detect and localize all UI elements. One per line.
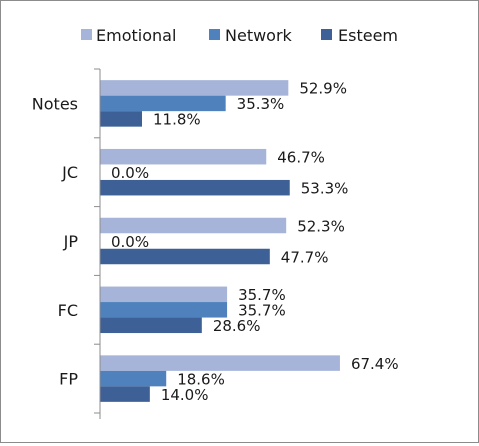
data-label-fp-network: 18.6% xyxy=(177,370,225,388)
data-label-jc-emotional: 46.7% xyxy=(277,148,325,166)
category-label-fp: FP xyxy=(59,370,78,389)
legend-label-esteem: Esteem xyxy=(338,26,398,45)
data-label-fp-esteem: 14.0% xyxy=(161,386,209,404)
bar-fp-network xyxy=(100,370,167,387)
bar-notes-emotional xyxy=(100,80,289,96)
bar-jc-esteem xyxy=(100,179,290,196)
bar-fc-emotional xyxy=(100,286,228,303)
data-label-notes-emotional: 52.9% xyxy=(299,80,347,98)
bar-jp-esteem xyxy=(100,248,270,265)
data-label-fc-emotional: 35.7% xyxy=(238,286,286,304)
axis-group xyxy=(94,68,101,419)
bar-fp-emotional xyxy=(100,355,340,371)
legend-label-emotional: Emotional xyxy=(96,26,176,45)
data-label-jc-network: 0.0% xyxy=(111,164,149,182)
bar-jp-emotional xyxy=(100,217,287,234)
data-label-fp-emotional: 67.4% xyxy=(351,355,399,373)
category-label-fc: FC xyxy=(58,301,78,320)
legend-swatch-esteem xyxy=(321,29,332,40)
bar-notes-network xyxy=(100,95,226,112)
data-label-jp-esteem: 47.7% xyxy=(281,248,329,266)
labels-group: Notes 52.9% 35.3% 11.8% JC 46.7% 0.0% 53.3% JP 52… xyxy=(32,80,399,404)
data-label-notes-esteem: 11.8% xyxy=(153,111,201,129)
bar-fp-esteem xyxy=(100,386,150,402)
legend: Emotional Network Esteem xyxy=(81,26,398,45)
legend-swatch-network xyxy=(209,29,220,40)
category-label-jc: JC xyxy=(61,163,78,182)
data-label-fc-network: 35.7% xyxy=(238,302,286,320)
bar-notes-esteem xyxy=(100,111,143,127)
bar-fc-esteem xyxy=(100,317,202,334)
data-label-fc-esteem: 28.6% xyxy=(213,317,261,335)
category-label-jp: JP xyxy=(63,232,79,251)
category-label-notes: Notes xyxy=(32,94,78,113)
bar-fc-network xyxy=(100,302,228,318)
data-label-notes-network: 35.3% xyxy=(237,95,285,113)
legend-label-network: Network xyxy=(225,26,293,45)
data-label-jp-network: 0.0% xyxy=(111,233,149,251)
bar-jc-emotional xyxy=(100,148,267,165)
legend-swatch-emotional xyxy=(81,29,92,40)
data-label-jc-esteem: 53.3% xyxy=(301,179,349,197)
data-label-jp-emotional: 52.3% xyxy=(297,217,345,235)
bars-group xyxy=(100,80,340,402)
